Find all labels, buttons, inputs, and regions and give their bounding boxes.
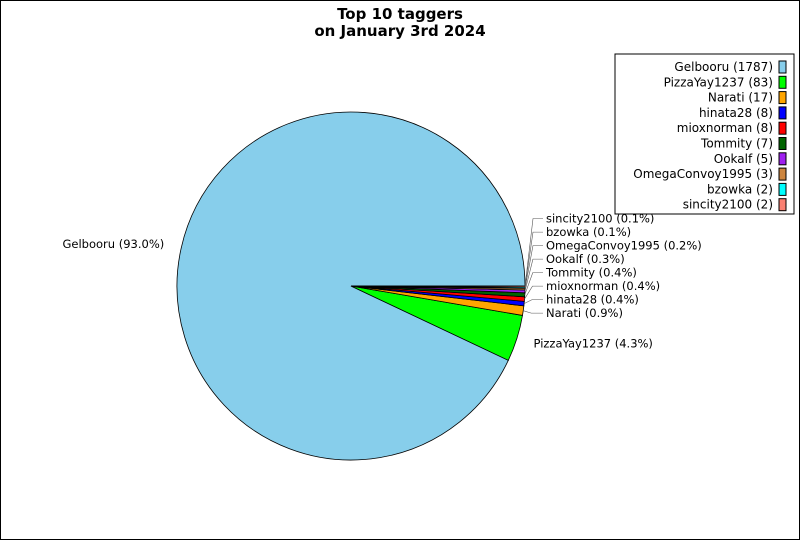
- chart-title-line-2: on January 3rd 2024: [314, 22, 485, 40]
- legend-label-ookalf: Ookalf (5): [714, 152, 773, 166]
- legend-swatch-tommity: [778, 137, 787, 150]
- legend-label-pizzayay1237: PizzaYay1237 (83): [664, 75, 773, 89]
- legend-swatch-hinata28: [778, 106, 787, 120]
- slice-label-tommity: Tommity (0.4%): [545, 266, 637, 280]
- legend-label-tommity: Tommity (7): [700, 137, 773, 151]
- legend-swatch-bzowka: [778, 182, 787, 196]
- legend-swatch-omegaconvoy1995: [778, 167, 787, 181]
- legend-label-hinata28: hinata28 (8): [699, 106, 773, 120]
- legend-label-gelbooru: Gelbooru (1787): [674, 60, 773, 74]
- slice-label-gelbooru: Gelbooru (93.0%): [63, 237, 165, 251]
- legend-label-omegaconvoy1995: OmegaConvoy1995 (3): [633, 167, 773, 181]
- leader-line-tommity: [524, 272, 543, 295]
- slice-label-sincity2100: sincity2100 (0.1%): [546, 212, 654, 226]
- legend-swatch-ookalf: [778, 152, 787, 166]
- leader-line-ookalf: [524, 258, 543, 292]
- chart-title-line-1: Top 10 taggers: [337, 5, 463, 23]
- legend: Gelbooru (1787)PizzaYay1237 (83) Narati (…: [614, 53, 795, 215]
- legend-label-narati: Narati (17): [708, 91, 773, 105]
- leader-line-hinata28: [523, 299, 543, 304]
- slice-label-bzowka: bzowka (0.1%): [546, 225, 631, 239]
- slice-label-pizzayay1237: PizzaYay1237 (4.3%): [534, 337, 653, 351]
- legend-label-sincity2100: sincity2100 (2): [683, 198, 773, 212]
- leader-line-narati: [523, 310, 543, 314]
- slice-label-mioxnorman: mioxnorman (0.4%): [546, 279, 660, 293]
- leader-line-mioxnorman: [524, 285, 543, 300]
- legend-label-bzowka: bzowka (2): [707, 182, 773, 196]
- slice-label-omegaconvoy1995: OmegaConvoy1995 (0.2%): [546, 239, 702, 253]
- leader-line-omegaconvoy1995: [524, 245, 543, 290]
- legend-label-mioxnorman: mioxnorman (8): [677, 121, 773, 135]
- leader-line-bzowka: [524, 231, 543, 288]
- legend-swatch-narati: [778, 91, 787, 105]
- legend-swatch-sincity2100: [778, 198, 787, 212]
- legend-swatch-mioxnorman: [778, 121, 787, 135]
- slice-label-hinata28: hinata28 (0.4%): [546, 293, 639, 307]
- slice-label-ookalf: Ookalf (0.3%): [546, 252, 625, 266]
- legend-swatch-pizzayay1237: [778, 75, 787, 89]
- leader-line-sincity2100: [524, 218, 543, 287]
- slice-label-narati: Narati (0.9%): [546, 306, 623, 320]
- legend-swatch-gelbooru: [778, 60, 787, 74]
